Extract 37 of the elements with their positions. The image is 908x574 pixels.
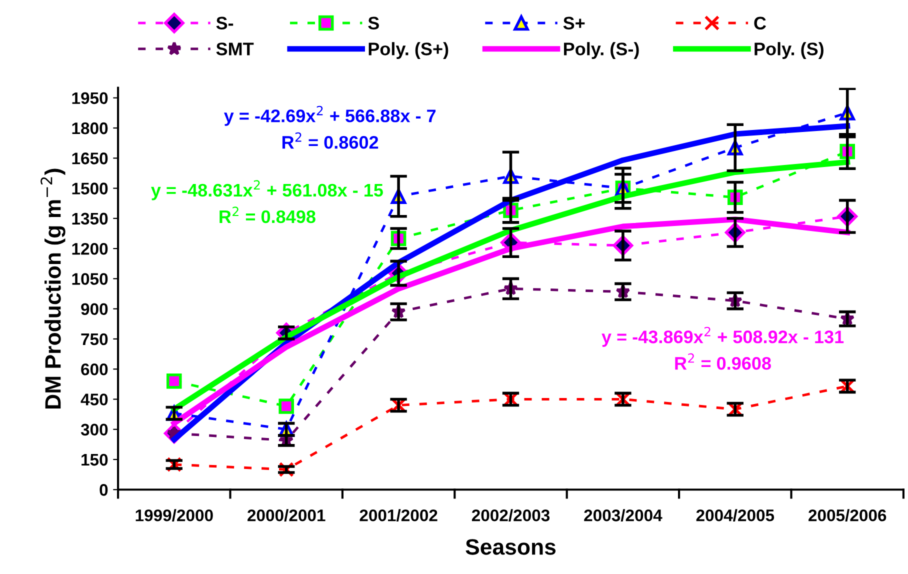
y-tick-label: 300 bbox=[80, 424, 108, 436]
y-tick-label: 1650 bbox=[72, 152, 108, 164]
x-tick-label: 2002/2003 bbox=[472, 509, 550, 522]
legend-label: Poly. (S+) bbox=[368, 42, 448, 59]
legend-label: S- bbox=[216, 16, 234, 30]
y-tick-label: 900 bbox=[81, 303, 108, 316]
legend-label: S+ bbox=[563, 16, 585, 30]
annotation: R$^{2}$ = 0.8602 bbox=[282, 132, 378, 149]
y-tick-label: 150 bbox=[82, 454, 108, 466]
y-tick-label: 600 bbox=[81, 363, 108, 376]
y-tick-label: 1500 bbox=[72, 182, 108, 194]
annotation: y = -48.631x$^{2}$ + 561.08x - 15 bbox=[151, 180, 383, 200]
x-axis-title: Seasons bbox=[466, 539, 556, 555]
annotation: R$^{2}$ = 0.9608 bbox=[675, 353, 771, 370]
legend-label: S bbox=[368, 16, 379, 30]
legend-label: Poly. (S-) bbox=[564, 42, 639, 59]
x-tick-label: 2001/2002 bbox=[360, 509, 438, 522]
annotation: R$^{2}$ = 0.8498 bbox=[220, 206, 316, 224]
y-tick-label: 1200 bbox=[72, 242, 108, 255]
legend-label: Poly. (S) bbox=[754, 42, 824, 59]
y-tick-label: 0 bbox=[100, 484, 108, 496]
x-tick-label: 2000/2001 bbox=[248, 509, 326, 522]
y-tick-label: 750 bbox=[81, 333, 108, 346]
y-tick-label: 1800 bbox=[72, 122, 108, 134]
x-tick-label: 2004/2005 bbox=[696, 509, 774, 522]
y-tick-label: 1350 bbox=[72, 212, 108, 225]
x-tick-label: 2003/2004 bbox=[584, 509, 662, 522]
annotation: y = -43.869x$^{2}$ + 508.92x - 131 bbox=[602, 326, 844, 347]
x-tick-label: 1999/2000 bbox=[136, 509, 213, 522]
y-tick-label: 1050 bbox=[72, 273, 108, 285]
legend-label: SMT bbox=[216, 42, 254, 56]
annotation: y = -42.69x$^{2}$ + 566.88x - 7 bbox=[224, 106, 436, 126]
legend-label: C bbox=[754, 16, 766, 30]
y-axis-title: DM Production (g m$^{−2}$) bbox=[40, 168, 66, 408]
y-tick-label: 1950 bbox=[72, 92, 108, 104]
x-tick-label: 2005/2006 bbox=[808, 509, 886, 522]
y-tick-label: 450 bbox=[80, 394, 108, 406]
